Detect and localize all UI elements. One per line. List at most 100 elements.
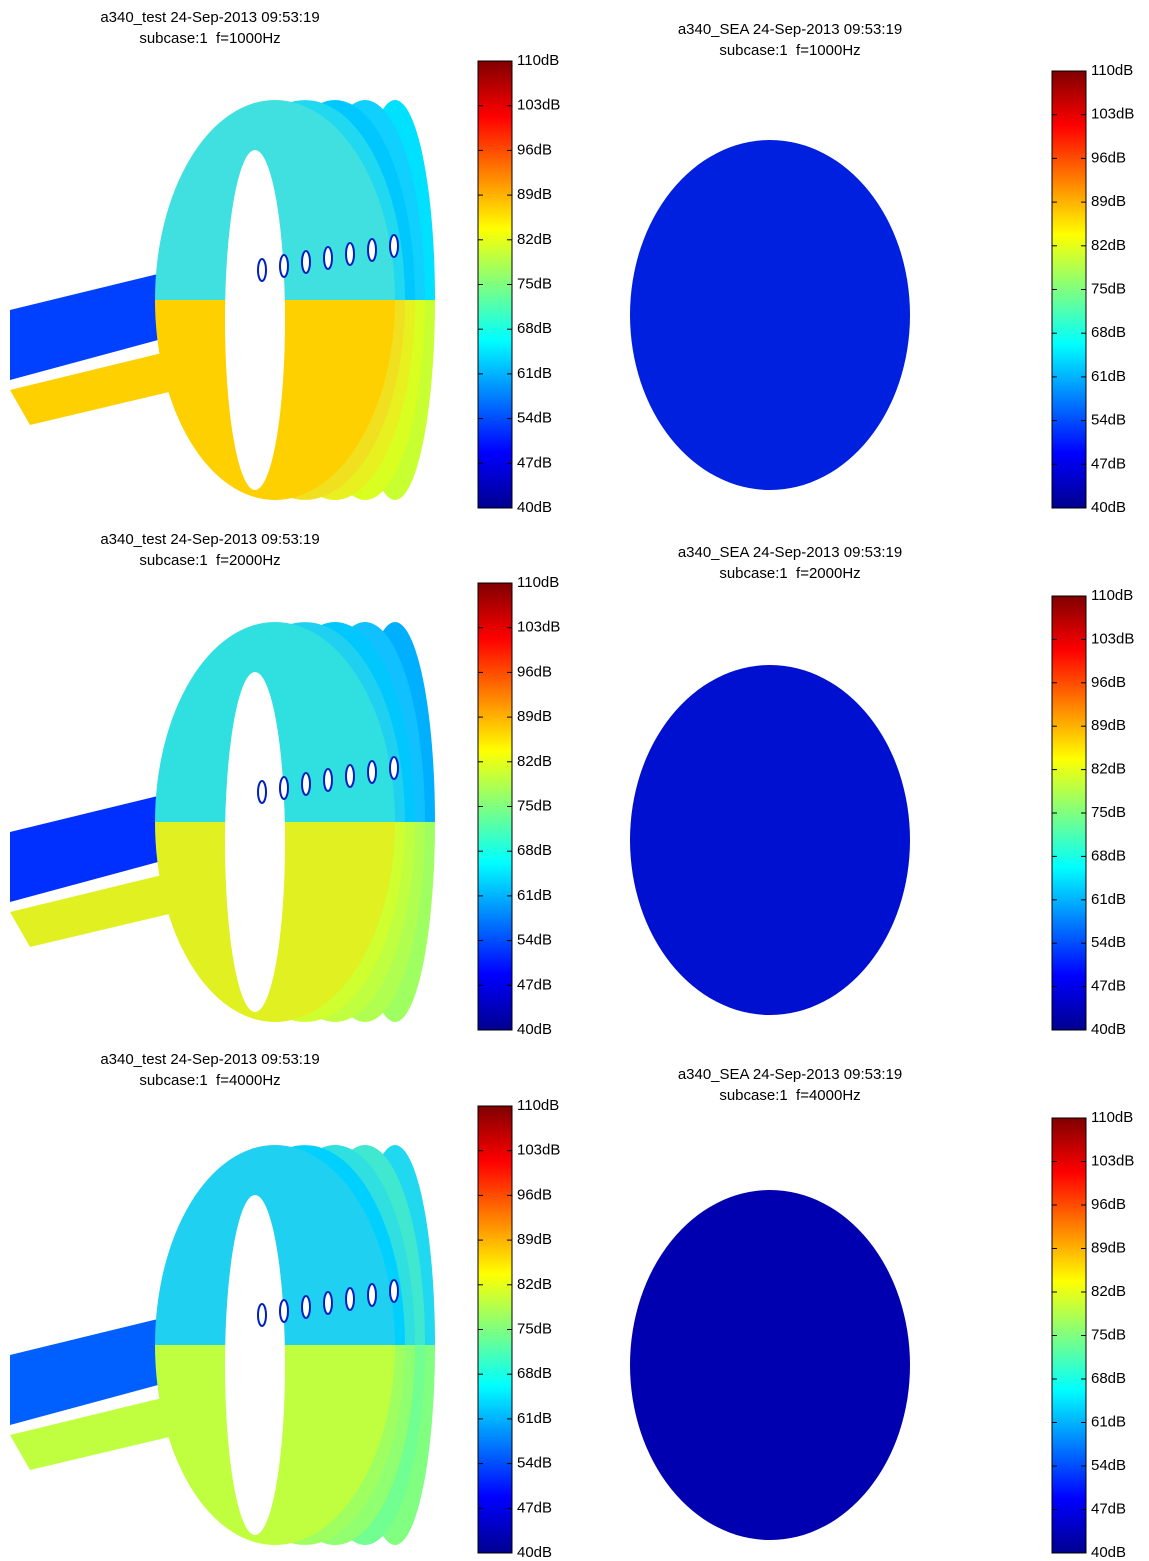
colorbar-tick-label: 40dB (1091, 499, 1126, 516)
colorbar-tick-label: 54dB (517, 410, 552, 427)
interior (225, 1195, 285, 1535)
chart-title: a340_test 24-Sep-2013 09:53:19 (100, 9, 319, 26)
window (324, 247, 332, 269)
colorbar-tick-label: 82dB (517, 1276, 552, 1293)
interior (225, 150, 285, 490)
window (280, 777, 288, 799)
window (324, 769, 332, 791)
colorbar-tick-label: 110dB (517, 574, 559, 591)
colorbar (1052, 596, 1086, 1030)
colorbar-tick-label: 89dB (1091, 1239, 1126, 1256)
window (258, 781, 266, 803)
chart-title: a340_SEA 24-Sep-2013 09:53:19 (678, 1066, 902, 1083)
chart-title: a340_SEA 24-Sep-2013 09:53:19 (678, 544, 902, 561)
colorbar-tick-label: 96dB (517, 663, 552, 680)
colorbar-tick-label: 89dB (517, 186, 552, 203)
chart-subtitle: subcase:1 f=2000Hz (719, 565, 860, 582)
colorbar-tick-label: 75dB (1091, 280, 1126, 297)
colorbar-tick-label: 54dB (1091, 1457, 1126, 1474)
window (280, 1300, 288, 1322)
window (390, 235, 398, 257)
colorbar-tick-label: 110dB (1091, 587, 1133, 604)
colorbar-tick-label: 61dB (1091, 891, 1126, 908)
colorbar-tick-label: 54dB (1091, 934, 1126, 951)
colorbar-tick-label: 68dB (1091, 1370, 1126, 1387)
colorbar-tick-label: 54dB (517, 932, 552, 949)
colorbar-tick-label: 68dB (1091, 847, 1126, 864)
colorbar-tick-label: 110dB (517, 1097, 559, 1114)
colorbar-tick-label: 89dB (1091, 193, 1126, 210)
colorbar-tick-label: 89dB (517, 708, 552, 725)
colorbar-tick-label: 103dB (1091, 1152, 1134, 1169)
colorbar-tick-label: 75dB (517, 275, 552, 292)
window (368, 761, 376, 783)
window (368, 1284, 376, 1306)
colorbar-tick-label: 61dB (1091, 368, 1126, 385)
chart-title: a340_test 24-Sep-2013 09:53:19 (100, 1051, 319, 1068)
colorbar (1052, 1118, 1086, 1553)
colorbar-tick-label: 82dB (517, 231, 552, 248)
window (346, 765, 354, 787)
colorbar (1052, 71, 1086, 508)
window (346, 1288, 354, 1310)
colorbar-tick-label: 75dB (1091, 1326, 1126, 1343)
colorbar-tick-label: 40dB (517, 1544, 552, 1561)
colorbar-tick-label: 96dB (517, 1186, 552, 1203)
colorbar-tick-label: 75dB (1091, 804, 1126, 821)
colorbar-tick-label: 40dB (1091, 1021, 1126, 1038)
colorbar-tick-label: 68dB (517, 1365, 552, 1382)
colorbar-tick-label: 96dB (1091, 674, 1126, 691)
interior (630, 665, 910, 1015)
colorbar-tick-label: 110dB (517, 52, 559, 69)
colorbar-tick-label: 103dB (517, 97, 560, 114)
panel: a340_test 24-Sep-2013 09:53:19 subcase:1 … (10, 1051, 560, 1561)
figure: a340_test 24-Sep-2013 09:53:19 subcase:1 … (0, 0, 1149, 1561)
colorbar-tick-label: 47dB (517, 454, 552, 471)
panel: a340_test 24-Sep-2013 09:53:19 subcase:1 … (10, 531, 560, 1038)
chart-subtitle: subcase:1 f=1000Hz (139, 30, 280, 47)
interior (630, 1190, 910, 1540)
colorbar-tick-label: 110dB (1091, 1109, 1133, 1126)
colorbar-tick-label: 47dB (517, 976, 552, 993)
colorbar-tick-label: 75dB (517, 1320, 552, 1337)
window (302, 1296, 310, 1318)
colorbar-tick-label: 40dB (517, 499, 552, 516)
colorbar-tick-label: 61dB (517, 365, 552, 382)
colorbar-tick-label: 82dB (1091, 237, 1126, 254)
window (368, 239, 376, 261)
colorbar-tick-label: 96dB (517, 141, 552, 158)
colorbar-tick-label: 89dB (1091, 717, 1126, 734)
window (390, 1280, 398, 1302)
colorbar-tick-label: 103dB (517, 1142, 560, 1159)
colorbar-tick-label: 75dB (517, 797, 552, 814)
panel: a340_SEA 24-Sep-2013 09:53:19 subcase:1 f… (630, 21, 1149, 530)
chart-subtitle: subcase:1 f=1000Hz (719, 42, 860, 59)
colorbar-tick-label: 47dB (1091, 455, 1126, 472)
chart-title: a340_SEA 24-Sep-2013 09:53:19 (678, 21, 902, 38)
panel: a340_SEA 24-Sep-2013 09:53:19 subcase:1 f… (630, 544, 1149, 1055)
chart-subtitle: subcase:1 f=4000Hz (139, 1072, 280, 1089)
window (302, 773, 310, 795)
chart-title: a340_test 24-Sep-2013 09:53:19 (100, 531, 319, 548)
colorbar-tick-label: 82dB (1091, 761, 1126, 778)
chart-subtitle: subcase:1 f=2000Hz (139, 552, 280, 569)
colorbar-tick-label: 54dB (1091, 412, 1126, 429)
interior (225, 672, 285, 1012)
colorbar-tick-label: 68dB (517, 320, 552, 337)
window (302, 251, 310, 273)
colorbar-tick-label: 61dB (517, 887, 552, 904)
interior (630, 140, 910, 490)
colorbar-tick-label: 61dB (517, 1410, 552, 1427)
colorbar-tick-label: 54dB (517, 1455, 552, 1472)
colorbar-tick-label: 96dB (1091, 1196, 1126, 1213)
colorbar (478, 61, 512, 508)
window (280, 255, 288, 277)
window (324, 1292, 332, 1314)
colorbar-tick-label: 40dB (517, 1021, 552, 1038)
colorbar-tick-label: 103dB (1091, 630, 1134, 647)
window (390, 757, 398, 779)
colorbar-tick-label: 96dB (1091, 149, 1126, 166)
colorbar (478, 1106, 512, 1553)
colorbar-tick-label: 82dB (517, 753, 552, 770)
